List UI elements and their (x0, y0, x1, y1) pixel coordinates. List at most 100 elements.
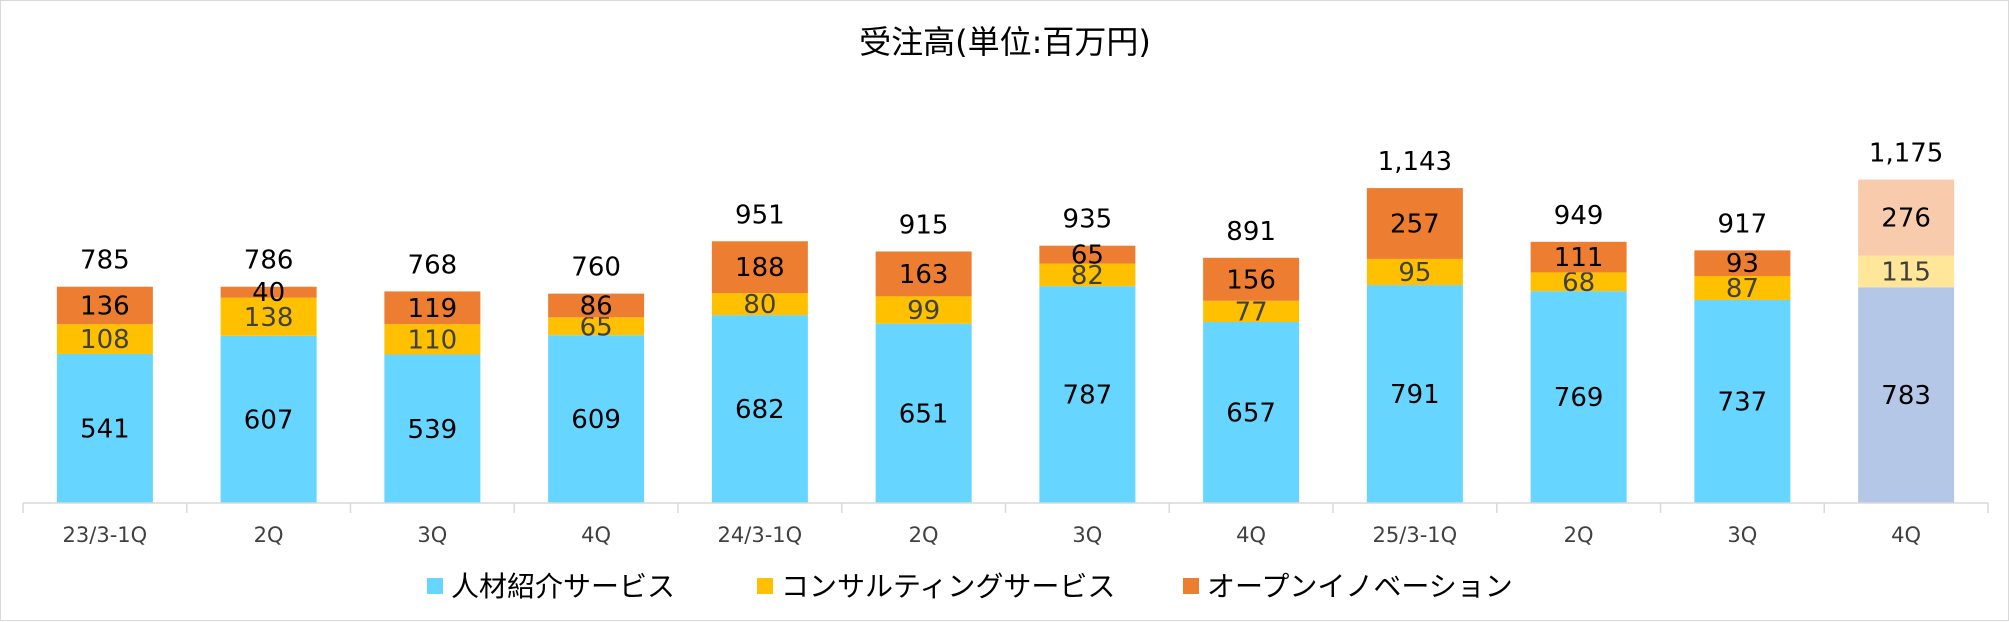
bar-segment (1203, 300, 1300, 322)
data-label: 163 (899, 260, 949, 290)
x-tick-label: 4Q (581, 523, 611, 547)
data-label: 541 (80, 414, 130, 444)
total-label: 786 (244, 246, 294, 276)
data-label: 682 (735, 395, 785, 425)
bar-segment (384, 324, 481, 355)
data-label: 95 (1398, 258, 1431, 288)
data-label: 40 (252, 278, 285, 308)
bar-segment (1694, 299, 1791, 503)
bar-segment (1858, 287, 1955, 503)
legend-label: コンサルティングサービス (781, 570, 1115, 603)
data-label: 80 (743, 290, 776, 320)
data-label: 65 (1071, 241, 1104, 271)
bar-segment (220, 286, 317, 298)
data-label: 188 (735, 253, 785, 283)
legend: 人材紹介サービス コンサルティングサービス オープンイノベーション (427, 570, 1513, 603)
bar-segment (711, 293, 808, 316)
data-label: 68 (1562, 268, 1595, 298)
x-tick-label: 25/3-1Q (1373, 523, 1458, 547)
x-axis-ticks (22, 503, 1989, 513)
bar-segment (548, 335, 645, 503)
bar-segment (711, 241, 808, 294)
data-label: 737 (1718, 387, 1768, 417)
bar-segment (1530, 272, 1627, 292)
bar-segment (1530, 291, 1627, 503)
total-label: 760 (571, 253, 621, 283)
bar-segment (711, 315, 808, 503)
data-label: 115 (1881, 257, 1931, 287)
data-label: 276 (1881, 204, 1931, 234)
bar-segment (220, 297, 317, 336)
bar-segment (1203, 257, 1300, 301)
data-label: 609 (571, 405, 621, 435)
data-label: 783 (1881, 381, 1931, 411)
x-tick-label: 3Q (1072, 523, 1102, 547)
total-label: 1,143 (1378, 147, 1452, 177)
bar-segment (548, 293, 645, 318)
bar-segment (1203, 321, 1300, 503)
data-label: 539 (408, 415, 458, 445)
x-tick-label: 4Q (1891, 523, 1921, 547)
legend-swatch (757, 578, 773, 594)
data-label: 108 (80, 325, 130, 355)
data-label: 769 (1554, 383, 1604, 413)
data-label: 86 (580, 291, 613, 321)
bar-segment (875, 323, 972, 503)
legend-label: 人材紹介サービス (451, 570, 675, 603)
bar-segment (1039, 286, 1136, 503)
x-tick-label: 3Q (1727, 523, 1757, 547)
data-label: 110 (408, 325, 458, 355)
total-label: 935 (1063, 205, 1113, 235)
data-label: 607 (244, 405, 294, 435)
data-label: 111 (1554, 243, 1604, 273)
bar-segment (56, 324, 153, 354)
x-tick-label: 23/3-1Q (63, 523, 148, 547)
bar-segment (1694, 250, 1791, 276)
bar-segment (1530, 241, 1627, 273)
legend-swatch (427, 578, 443, 594)
legend-swatch (1183, 578, 1199, 594)
data-label: 156 (1226, 265, 1276, 295)
bar-segment (548, 317, 645, 336)
bar-segment (384, 291, 481, 325)
x-tick-label: 2Q (909, 523, 939, 547)
total-label: 917 (1718, 209, 1768, 239)
data-label: 138 (244, 303, 294, 333)
data-label: 651 (899, 399, 949, 429)
data-label: 82 (1071, 261, 1104, 291)
bar-segment (220, 335, 317, 503)
bar-segment (1039, 263, 1136, 287)
bar-segment (1366, 258, 1463, 286)
data-label: 791 (1390, 380, 1440, 410)
chart-title: 受注高(単位:百万円) (859, 23, 1151, 61)
total-label: 949 (1554, 201, 1604, 231)
bar-segment (1858, 255, 1955, 288)
data-label: 257 (1390, 210, 1440, 240)
bar-segment (1039, 245, 1136, 264)
bar-segment (56, 286, 153, 325)
total-label: 785 (80, 246, 130, 276)
data-label: 657 (1226, 398, 1276, 428)
bar-segment (384, 354, 481, 503)
bar-segment (1366, 188, 1463, 259)
data-label: 136 (80, 291, 130, 321)
legend-label: オープンイノベーション (1207, 570, 1513, 603)
total-label: 768 (408, 250, 458, 280)
x-tick-label: 4Q (1236, 523, 1266, 547)
bar-segment (1694, 275, 1791, 300)
bar-segment (1858, 179, 1955, 256)
data-label: 787 (1063, 381, 1113, 411)
x-tick-label: 2Q (1564, 523, 1594, 547)
data-label: 77 (1235, 297, 1268, 327)
data-label: 87 (1726, 274, 1759, 304)
x-tick-label: 24/3-1Q (718, 523, 803, 547)
bar-segment (56, 353, 153, 503)
total-label: 891 (1226, 217, 1276, 247)
data-label: 99 (907, 296, 940, 326)
bar-segment (1366, 285, 1463, 503)
total-label: 951 (735, 200, 785, 230)
x-axis-labels: 23/3-1Q 2Q 3Q 4Q 24/3-1Q 2Q 3Q 4Q 25/3-1Q 2Q 3Q 4Q (63, 523, 1922, 547)
